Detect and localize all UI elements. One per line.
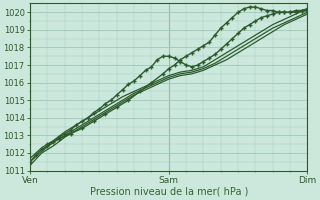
X-axis label: Pression niveau de la mer( hPa ): Pression niveau de la mer( hPa ) [90, 187, 248, 197]
